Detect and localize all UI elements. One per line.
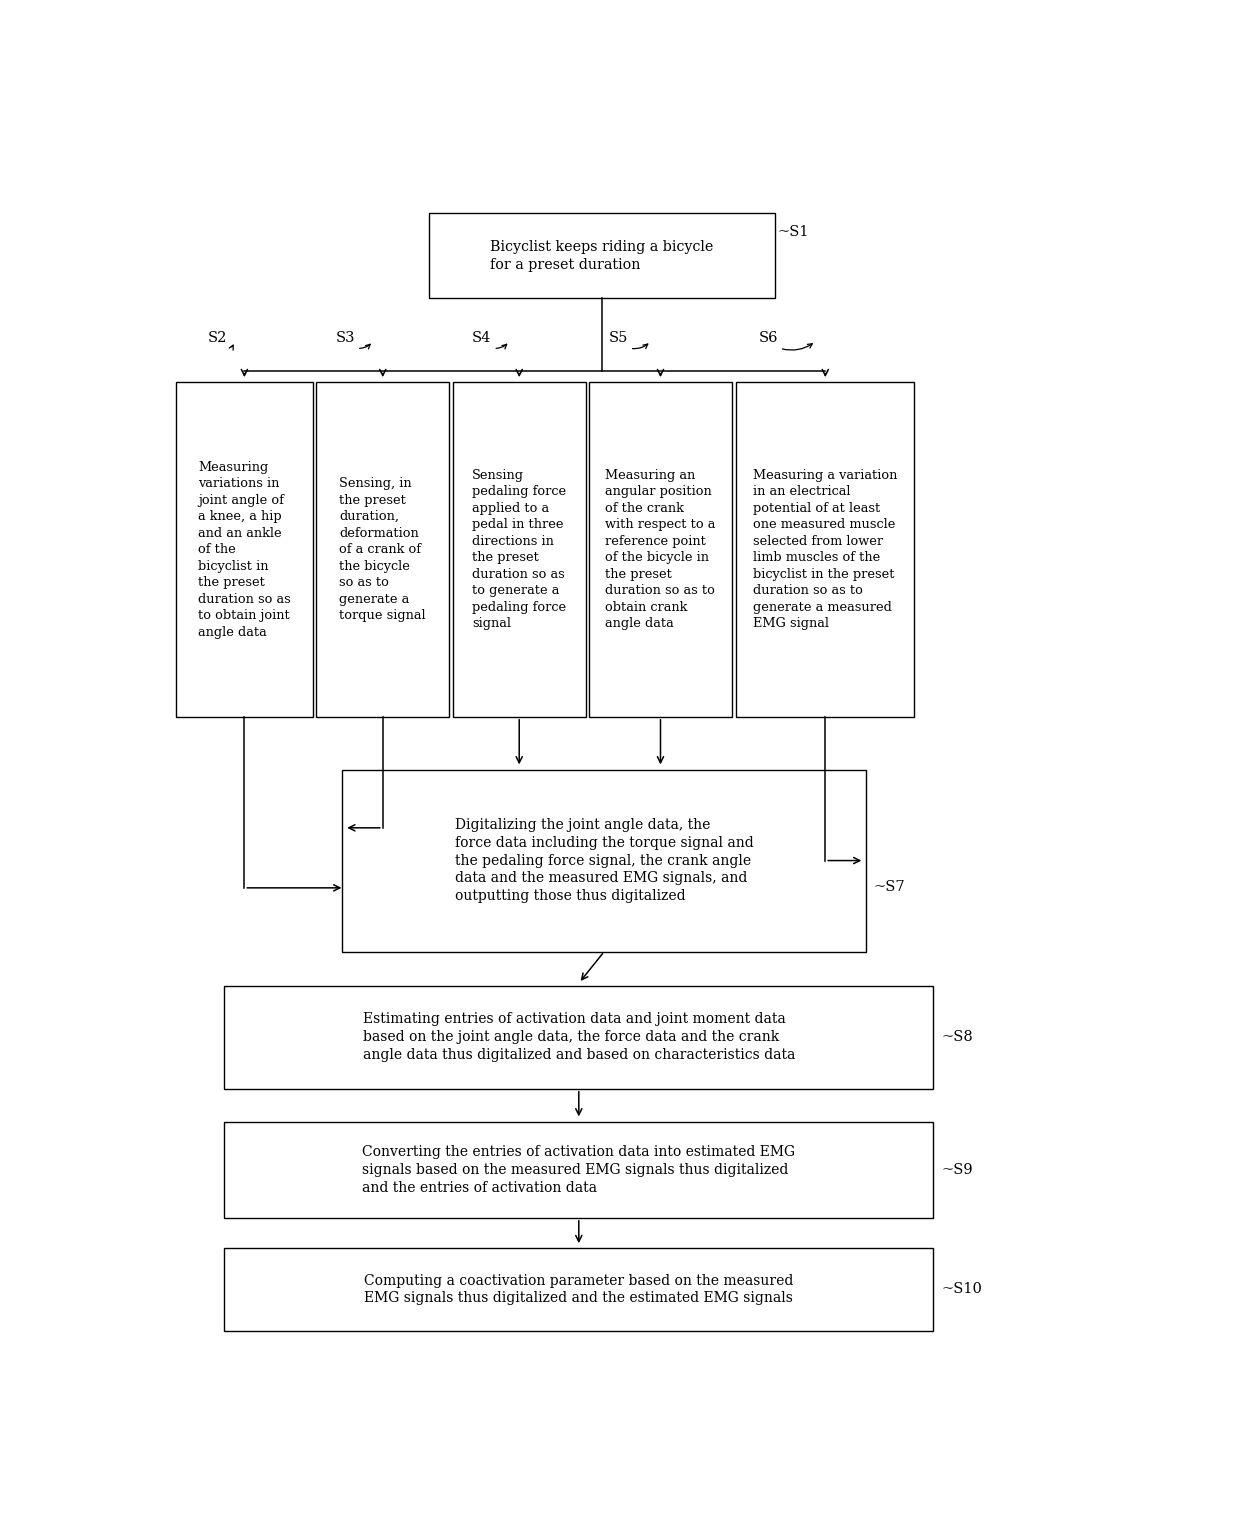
- Text: ~S8: ~S8: [941, 1030, 973, 1044]
- FancyBboxPatch shape: [429, 213, 775, 297]
- Text: ~S9: ~S9: [941, 1163, 972, 1177]
- Text: S4: S4: [472, 331, 491, 344]
- Text: Sensing
pedaling force
applied to a
pedal in three
directions in
the preset
dura: Sensing pedaling force applied to a peda…: [472, 469, 567, 631]
- FancyBboxPatch shape: [224, 1248, 934, 1330]
- Text: S5: S5: [609, 331, 627, 344]
- Text: ~S7: ~S7: [874, 879, 905, 895]
- FancyBboxPatch shape: [342, 770, 866, 951]
- Text: ~S1: ~S1: [777, 226, 810, 239]
- Text: Measuring a variation
in an electrical
potential of at least
one measured muscle: Measuring a variation in an electrical p…: [753, 469, 898, 631]
- Text: Sensing, in
the preset
duration,
deformation
of a crank of
the bicycle
so as to
: Sensing, in the preset duration, deforma…: [340, 477, 427, 622]
- FancyBboxPatch shape: [316, 383, 449, 716]
- FancyBboxPatch shape: [176, 383, 312, 716]
- FancyBboxPatch shape: [224, 986, 934, 1088]
- FancyBboxPatch shape: [453, 383, 585, 716]
- Text: ~S10: ~S10: [941, 1283, 982, 1297]
- Text: S3: S3: [336, 331, 355, 344]
- Text: Digitalizing the joint angle data, the
force data including the torque signal an: Digitalizing the joint angle data, the f…: [455, 818, 754, 904]
- FancyBboxPatch shape: [224, 1122, 934, 1218]
- Text: S6: S6: [759, 331, 777, 344]
- Text: Measuring an
angular position
of the crank
with respect to a
reference point
of : Measuring an angular position of the cra…: [605, 469, 715, 631]
- Text: Estimating entries of activation data and joint moment data
based on the joint a: Estimating entries of activation data an…: [362, 1012, 795, 1062]
- Text: S2: S2: [208, 331, 227, 344]
- Text: Converting the entries of activation data into estimated EMG
signals based on th: Converting the entries of activation dat…: [362, 1145, 795, 1195]
- Text: Bicyclist keeps riding a bicycle
for a preset duration: Bicyclist keeps riding a bicycle for a p…: [490, 239, 713, 271]
- FancyBboxPatch shape: [589, 383, 732, 716]
- FancyBboxPatch shape: [737, 383, 914, 716]
- Text: Computing a coactivation parameter based on the measured
EMG signals thus digita: Computing a coactivation parameter based…: [365, 1274, 794, 1306]
- Text: Measuring
variations in
joint angle of
a knee, a hip
and an ankle
of the
bicycli: Measuring variations in joint angle of a…: [198, 460, 290, 639]
